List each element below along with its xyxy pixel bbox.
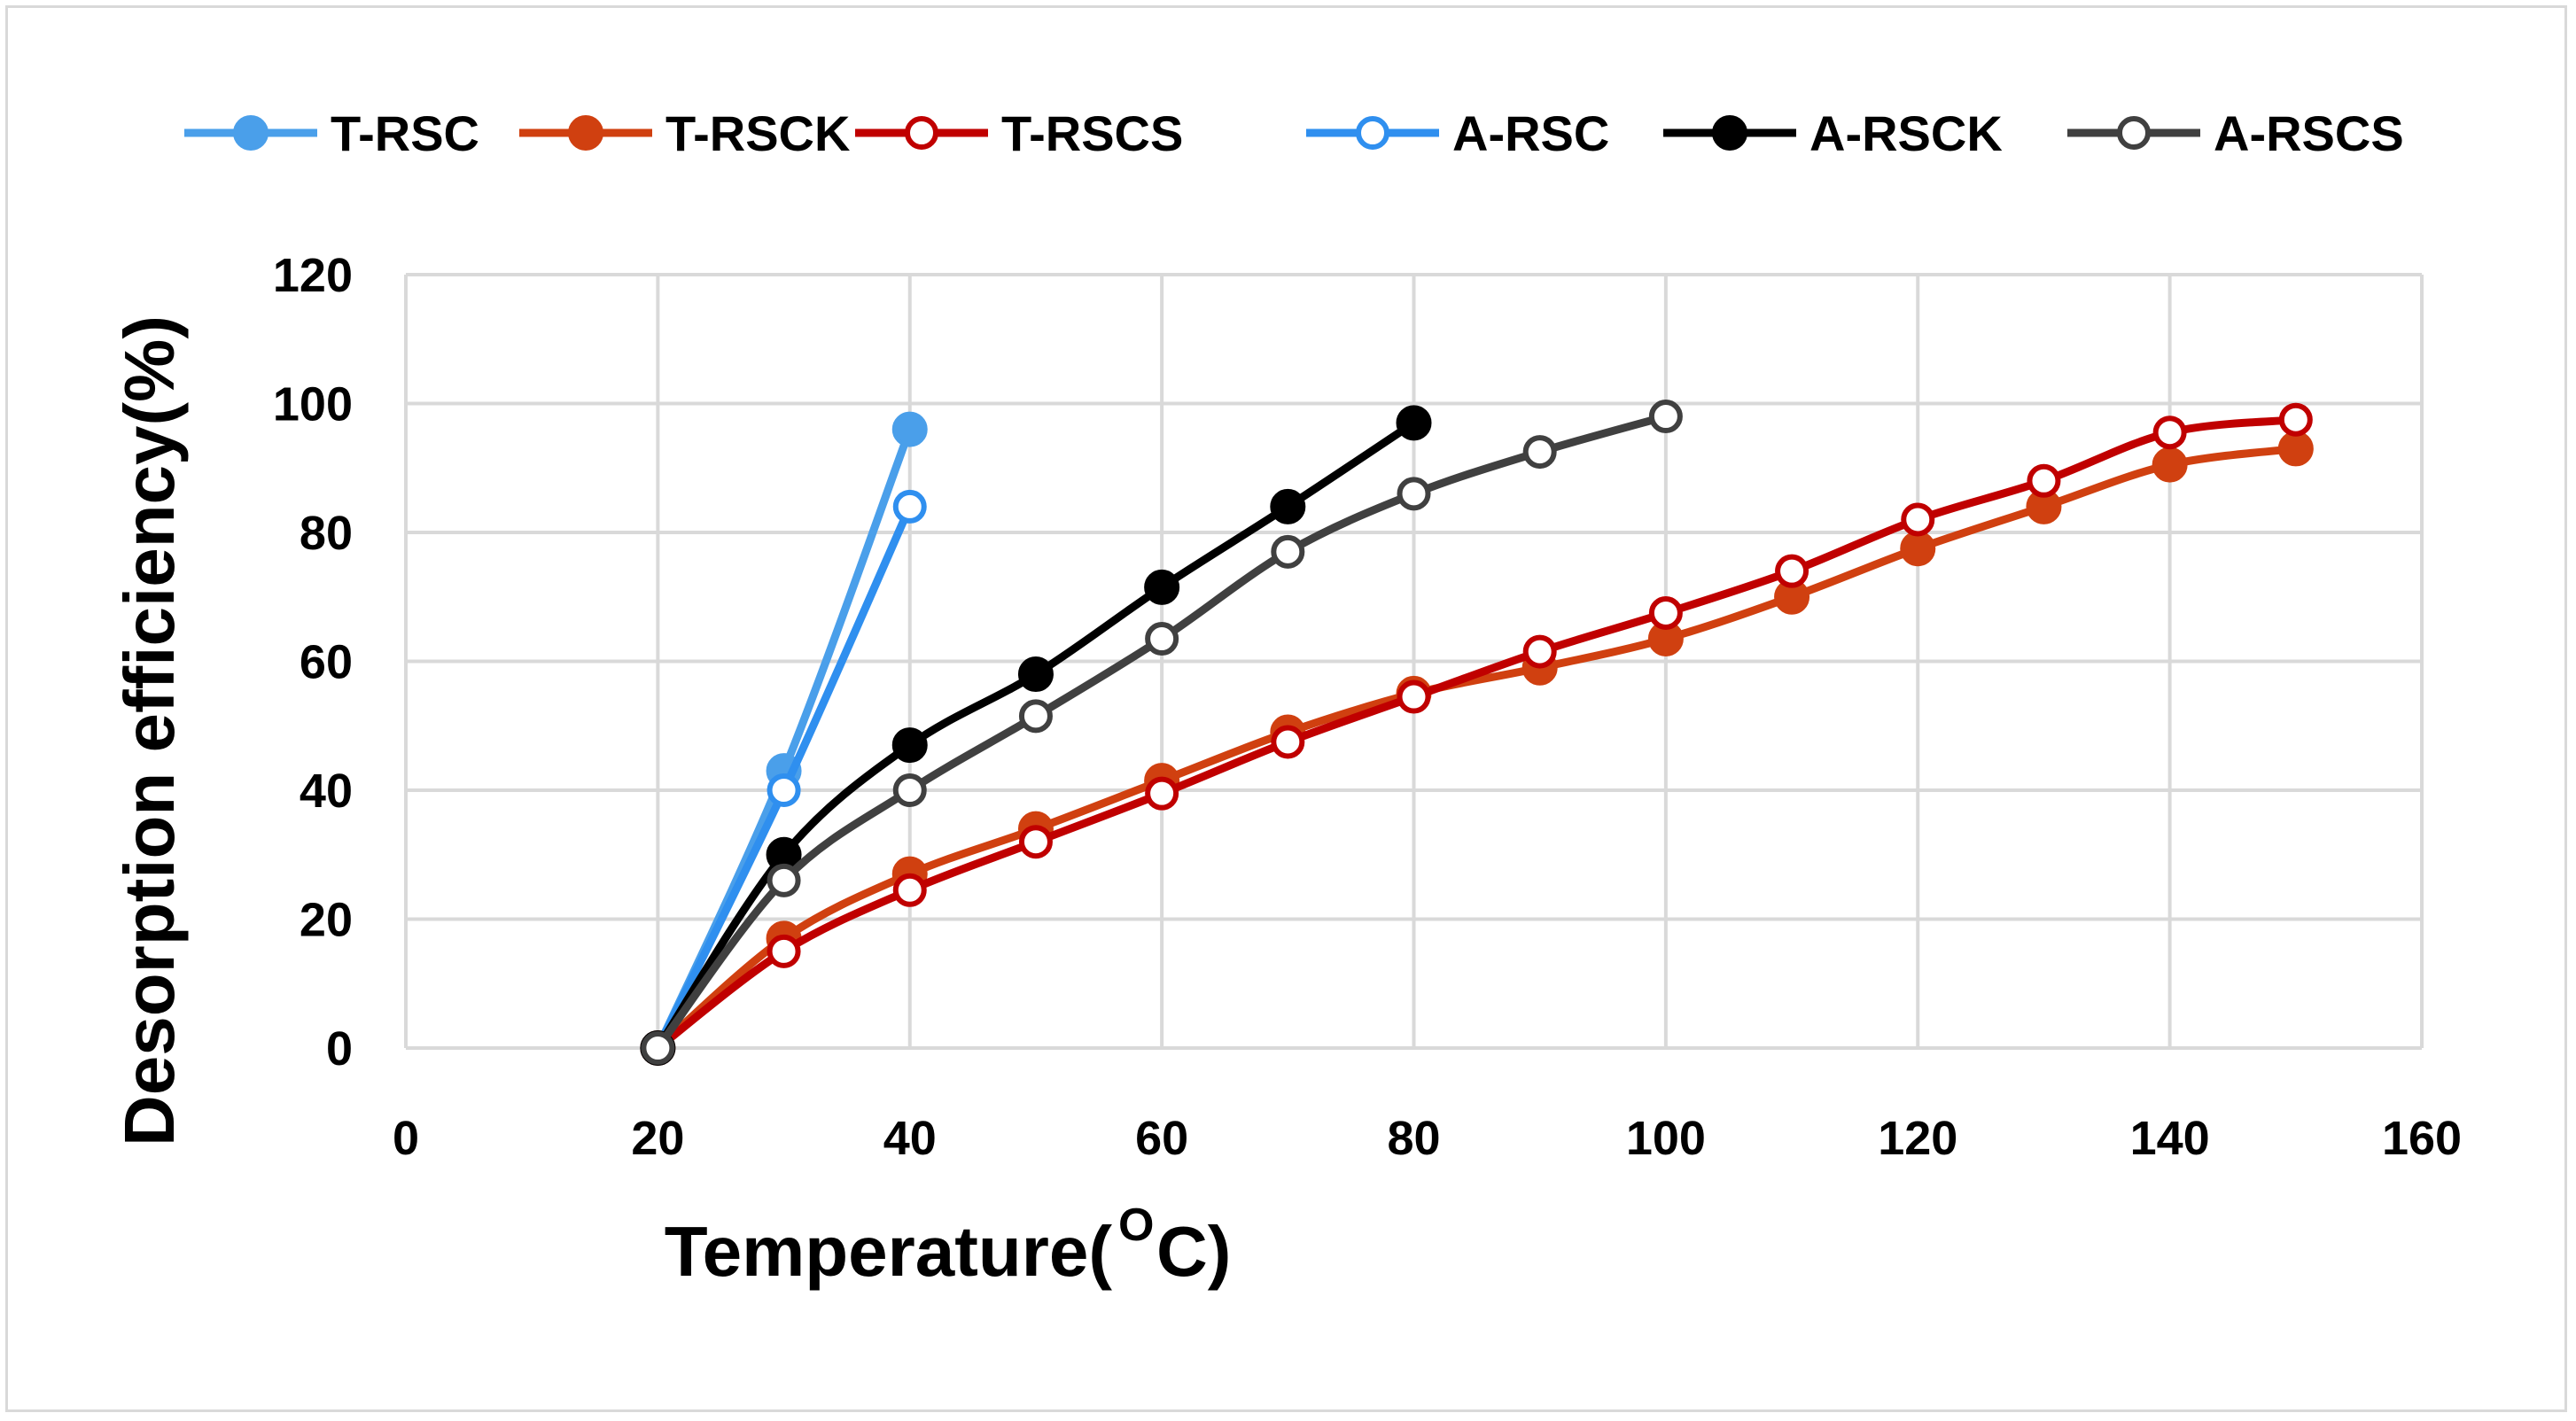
data-point bbox=[1396, 405, 1432, 441]
data-point bbox=[1522, 634, 1557, 669]
data-point bbox=[2027, 463, 2061, 498]
legend-swatch-marker bbox=[2117, 116, 2151, 150]
legend-label: T-RSCS bbox=[1001, 105, 1183, 161]
data-point bbox=[2152, 446, 2188, 483]
y-axis-title: Desorption efficiency(%) bbox=[110, 315, 189, 1146]
y-tick-label: 100 bbox=[273, 378, 353, 431]
data-point bbox=[1900, 531, 1936, 567]
data-point bbox=[891, 411, 928, 447]
data-point bbox=[767, 773, 801, 807]
data-point bbox=[641, 1031, 675, 1065]
data-point bbox=[1522, 435, 1557, 470]
legend-label: T-RSC bbox=[331, 105, 479, 161]
x-axis-title-suffix: C) bbox=[1156, 1212, 1231, 1291]
y-tick-label: 0 bbox=[326, 1022, 353, 1075]
legend: T-RSC T-RSCK T-RSCS A-RSC A-RSCK A-RSCS bbox=[184, 105, 2404, 161]
series-t-rsck bbox=[640, 431, 2314, 1066]
data-point bbox=[1270, 488, 1306, 524]
y-tick-label: 120 bbox=[273, 249, 353, 302]
data-point bbox=[1145, 776, 1179, 811]
y-tick-label: 20 bbox=[300, 894, 353, 947]
tick-labels: 0 20 40 60 80 100 120 0 20 40 60 80 100 120 140 160 bbox=[273, 249, 2462, 1165]
legend-swatch-marker bbox=[1356, 116, 1389, 150]
data-point bbox=[892, 773, 927, 807]
x-tick-label: 140 bbox=[2130, 1112, 2210, 1165]
series-t-rscs bbox=[641, 402, 2313, 1065]
data-point bbox=[1145, 622, 1179, 656]
series-a-rscs bbox=[641, 400, 1683, 1065]
data-point bbox=[1901, 502, 1935, 537]
data-point bbox=[1648, 595, 1683, 630]
data-point bbox=[1397, 679, 1431, 714]
data-point bbox=[1775, 554, 1809, 588]
legend-label: A-RSCK bbox=[1809, 105, 2003, 161]
x-axis-title-superscript: O bbox=[1118, 1200, 1154, 1251]
x-tick-label: 20 bbox=[631, 1112, 684, 1165]
y-tick-label: 60 bbox=[300, 636, 353, 689]
legend-label: T-RSCK bbox=[665, 105, 850, 161]
data-point bbox=[1017, 656, 1054, 693]
x-tick-label: 100 bbox=[1626, 1112, 1706, 1165]
data-point bbox=[1271, 534, 1305, 569]
data-point bbox=[767, 863, 801, 897]
legend-label: A-RSC bbox=[1452, 105, 1609, 161]
data-point bbox=[1018, 825, 1053, 859]
data-point bbox=[1648, 400, 1683, 434]
data-point bbox=[892, 489, 927, 524]
y-tick-label: 80 bbox=[300, 507, 353, 560]
x-axis-title: Temperature( bbox=[665, 1212, 1113, 1291]
chart-frame bbox=[5, 5, 2567, 1412]
x-tick-label: 80 bbox=[1387, 1112, 1440, 1165]
data-point bbox=[1397, 477, 1431, 511]
data-point bbox=[1144, 569, 1180, 605]
legend-swatch-marker bbox=[1712, 115, 1747, 151]
data-point bbox=[891, 727, 928, 764]
y-tick-label: 40 bbox=[300, 765, 353, 818]
x-tick-label: 40 bbox=[883, 1112, 937, 1165]
data-point bbox=[767, 934, 801, 968]
series-a-rsc bbox=[641, 489, 927, 1065]
data-point bbox=[2152, 415, 2187, 450]
series-group bbox=[640, 400, 2314, 1066]
legend-swatch-marker bbox=[233, 115, 268, 151]
x-tick-label: 120 bbox=[1878, 1112, 1957, 1165]
data-point bbox=[1018, 699, 1053, 734]
data-point bbox=[2277, 431, 2314, 467]
data-point bbox=[892, 873, 927, 907]
x-tick-label: 160 bbox=[2382, 1112, 2462, 1165]
x-tick-label: 60 bbox=[1135, 1112, 1188, 1165]
x-tick-label: 0 bbox=[393, 1112, 419, 1165]
legend-label: A-RSCS bbox=[2214, 105, 2404, 161]
data-point bbox=[2278, 402, 2313, 437]
legend-swatch-marker bbox=[905, 116, 938, 150]
data-point bbox=[1271, 725, 1305, 759]
legend-swatch-marker bbox=[568, 115, 603, 151]
